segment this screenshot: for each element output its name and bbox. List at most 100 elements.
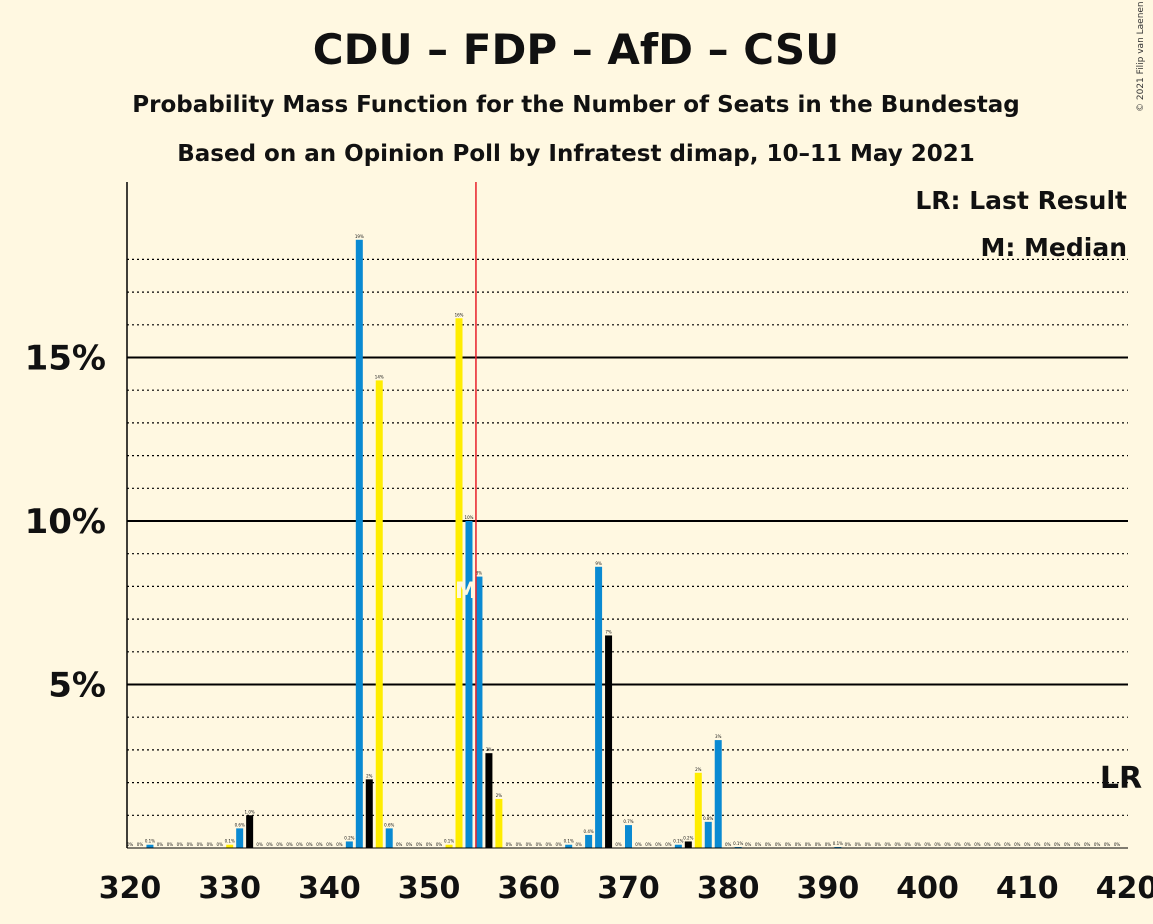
bar-value-label: 0.1% [564,839,574,844]
bar-seats-345 [375,380,383,848]
bar-value-label: 0.1% [833,841,843,846]
bar-value-label-zero: 0% [885,842,892,847]
bar-value-label-zero: 0% [316,842,323,847]
bar-seats-367 [595,566,603,848]
bar-value-label-zero: 0% [785,842,792,847]
bar-value-label-zero: 0% [416,842,423,847]
bar-seats-375 [674,844,682,848]
chart-subtitle-poll: Based on an Opinion Poll by Infratest di… [177,141,975,167]
bar-seats-354 [465,521,473,848]
bar-value-label-zero: 0% [1064,842,1071,847]
bar-value-label: 0.1% [225,839,235,844]
bar-seats-378 [704,821,712,848]
bar-seats-353 [455,318,463,848]
bar-value-label-zero: 0% [336,842,343,847]
bars [146,239,842,849]
bar-value-label: 3% [486,747,493,752]
x-tick-label: 410 [996,871,1059,906]
bar-value-label-zero: 0% [984,842,991,847]
bar-value-label-zero: 0% [436,842,443,847]
x-tick-label: 360 [497,871,560,906]
gridlines [127,258,1128,816]
bar-seats-355 [475,576,483,848]
bar-value-label-zero: 0% [934,842,941,847]
bar-value-label-zero: 0% [506,842,513,847]
bar-value-label: 7% [605,629,612,634]
x-tick-label: 330 [198,871,261,906]
bar-value-label-zero: 0% [516,842,523,847]
bar-value-label: 2% [496,793,503,798]
bar-seats-344 [365,779,373,848]
bar-seats-376 [684,841,692,848]
bar-value-label: 0.2% [344,835,354,840]
bar-value-label-zero: 0% [994,842,1001,847]
bar-value-label: 0.7% [623,819,633,824]
bar-value-label-zero: 0% [396,842,403,847]
bar-seats-377 [694,772,702,848]
bar-value-label: 9% [595,561,602,566]
bar-value-label-zero: 0% [745,842,752,847]
bar-value-label-zero: 0% [575,842,582,847]
bar-value-label-zero: 0% [276,842,283,847]
y-tick-label: 15% [25,339,106,379]
x-tick-label: 380 [697,871,760,906]
bar-value-label-zero: 0% [895,842,902,847]
bar-value-label-zero: 0% [655,842,662,847]
bar-value-label-zero: 0% [526,842,533,847]
x-tick-label: 320 [99,871,162,906]
y-tick-label: 10% [25,502,106,542]
bar-value-label-zero: 0% [615,842,622,847]
bar-value-label: 0.2% [683,835,693,840]
x-tick-label: 420 [1096,871,1153,906]
bar-value-label: 0.6% [235,822,245,827]
legend-median: M: Median [980,233,1127,262]
x-tick-label: 400 [896,871,959,906]
bar-value-label-zero: 0% [326,842,333,847]
bar-value-label-zero: 0% [665,842,672,847]
x-tick-label: 350 [398,871,461,906]
bar-value-label: 2% [695,767,702,772]
bar-value-label-zero: 0% [167,842,174,847]
bar-seats-332 [246,815,254,848]
bar-value-label-zero: 0% [755,842,762,847]
bar-value-label-zero: 0% [1104,842,1111,847]
bar-value-label: 0.4% [584,829,594,834]
bar-value-label: 1.0% [245,809,255,814]
bar-value-label-zero: 0% [645,842,652,847]
x-tick-label: 390 [797,871,860,906]
bar-value-label-zero: 0% [855,842,862,847]
markers: M LR [455,182,1142,848]
legend-last-result: LR: Last Result [915,186,1127,215]
bar-value-label-zero: 0% [954,842,961,847]
bar-seats-331 [236,828,244,848]
bar-seats-370 [625,825,632,848]
bar-value-label-zero: 0% [1074,842,1081,847]
bar-value-label-zero: 0% [1044,842,1051,847]
last-result-marker: LR [1100,761,1142,796]
bar-value-label: 0.1% [145,839,155,844]
bar-value-label-zero: 0% [845,842,852,847]
bar-value-label-zero: 0% [1004,842,1011,847]
bar-value-label-zero: 0% [725,842,732,847]
bar-value-label: 3% [715,734,722,739]
bar-value-label-zero: 0% [944,842,951,847]
bar-seats-356 [485,753,493,848]
bar-value-label-zero: 0% [964,842,971,847]
bar-value-label-zero: 0% [974,842,981,847]
median-marker: M [455,579,477,604]
bar-value-label: 0.1% [733,841,743,846]
bar-value-label-zero: 0% [1034,842,1041,847]
bar-seats-352 [445,844,453,848]
bar-value-label-zero: 0% [875,842,882,847]
bar-value-label-zero: 0% [426,842,433,847]
bar-value-label-zero: 0% [635,842,642,847]
bar-value-label-zero: 0% [914,842,921,847]
bar-value-label-zero: 0% [217,842,224,847]
bar-value-label: 2% [366,773,373,778]
bar-value-label-zero: 0% [1014,842,1021,847]
bar-value-label-zero: 0% [197,842,204,847]
bar-value-label: 16% [455,312,464,317]
bar-value-label-zero: 0% [296,842,303,847]
y-axis-ticks: 5% 10% 15% [25,339,106,706]
